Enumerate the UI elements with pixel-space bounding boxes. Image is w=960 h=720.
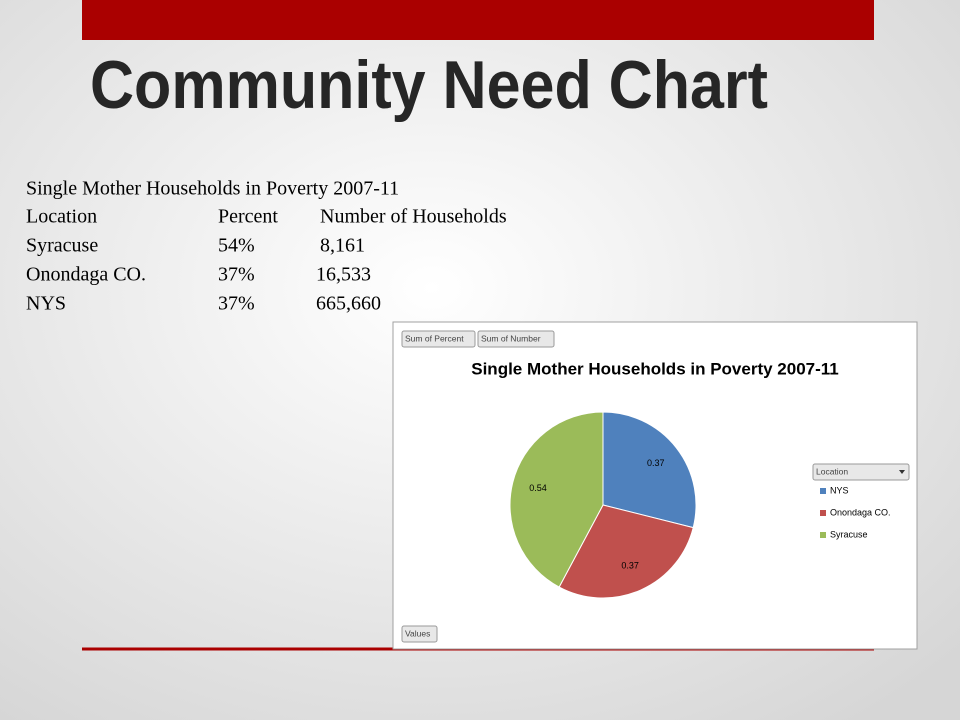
legend-label: Onondaga CO. xyxy=(830,507,891,517)
field-button[interactable] xyxy=(401,330,476,348)
data-label: 0.54 xyxy=(529,483,547,493)
legend-swatch xyxy=(820,510,826,516)
legend-swatch xyxy=(820,488,826,494)
pie-slice xyxy=(509,411,604,588)
table-cell: Onondaga CO. xyxy=(26,264,146,286)
header-bar xyxy=(82,0,874,40)
table-cell: NYS xyxy=(26,293,66,315)
field-button-label: Sum of Percent xyxy=(405,333,464,343)
table-header: Number of Households xyxy=(320,206,507,228)
field-button-label: Location xyxy=(816,466,848,476)
legend-label: Syracuse xyxy=(830,529,868,539)
table-cell: 37% xyxy=(218,293,255,315)
field-button[interactable] xyxy=(812,463,910,481)
data-label: 0.37 xyxy=(647,458,665,468)
legend-swatch xyxy=(820,532,826,538)
field-button[interactable] xyxy=(401,625,438,643)
chart-title: Single Mother Households in Poverty 2007… xyxy=(471,359,839,378)
pie-slice xyxy=(602,411,697,529)
table-cell: 8,161 xyxy=(320,235,365,257)
table-cell: 37% xyxy=(218,264,255,286)
pie-slice xyxy=(558,504,694,599)
table-header: Percent xyxy=(218,206,278,228)
table-cell: 54% xyxy=(218,235,255,257)
legend-label: NYS xyxy=(830,485,849,495)
table-cell: 665,660 xyxy=(316,293,381,315)
data-label: 0.37 xyxy=(621,561,639,571)
slide-title: Community Need Chart xyxy=(90,47,768,123)
table-cell: Syracuse xyxy=(26,235,98,257)
field-button[interactable] xyxy=(477,330,555,348)
field-button-label: Values xyxy=(405,628,430,638)
field-button-label: Sum of Number xyxy=(481,333,541,343)
table-caption: Single Mother Households in Poverty 2007… xyxy=(26,178,399,200)
table-cell: 16,533 xyxy=(316,264,371,286)
table-header: Location xyxy=(26,206,97,228)
dropdown-arrow[interactable] xyxy=(899,470,905,474)
